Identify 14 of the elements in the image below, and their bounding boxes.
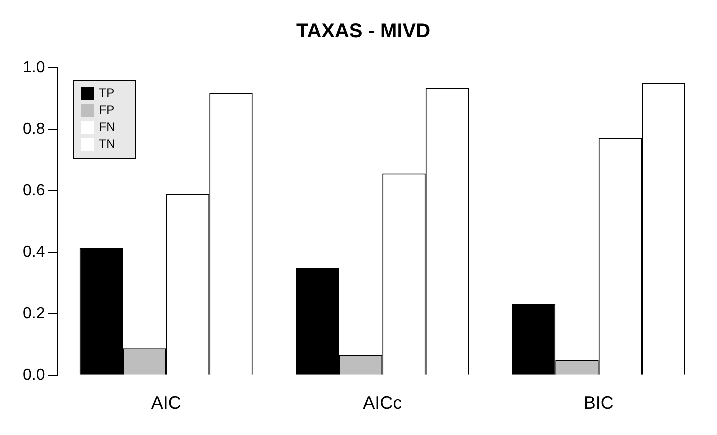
y-tick-label: 0.6 xyxy=(22,182,46,200)
y-tick-label: 1.0 xyxy=(22,59,46,76)
legend-label: TN xyxy=(99,136,116,151)
x-tick-label: BIC xyxy=(584,393,614,414)
legend-label: TP xyxy=(99,86,115,100)
y-tick-label: 0.4 xyxy=(22,244,46,261)
y-tick-label: 0.8 xyxy=(22,120,46,138)
y-tick-label: 0.0 xyxy=(22,366,46,384)
x-tick-label: AICc xyxy=(363,393,402,414)
legend-label: FP xyxy=(99,102,115,117)
x-tick-label: AIC xyxy=(151,393,182,414)
y-tick-label: 0.2 xyxy=(22,305,46,322)
chart-title: TAXAS - MIVD xyxy=(296,20,431,43)
legend-label: FN xyxy=(99,120,116,134)
